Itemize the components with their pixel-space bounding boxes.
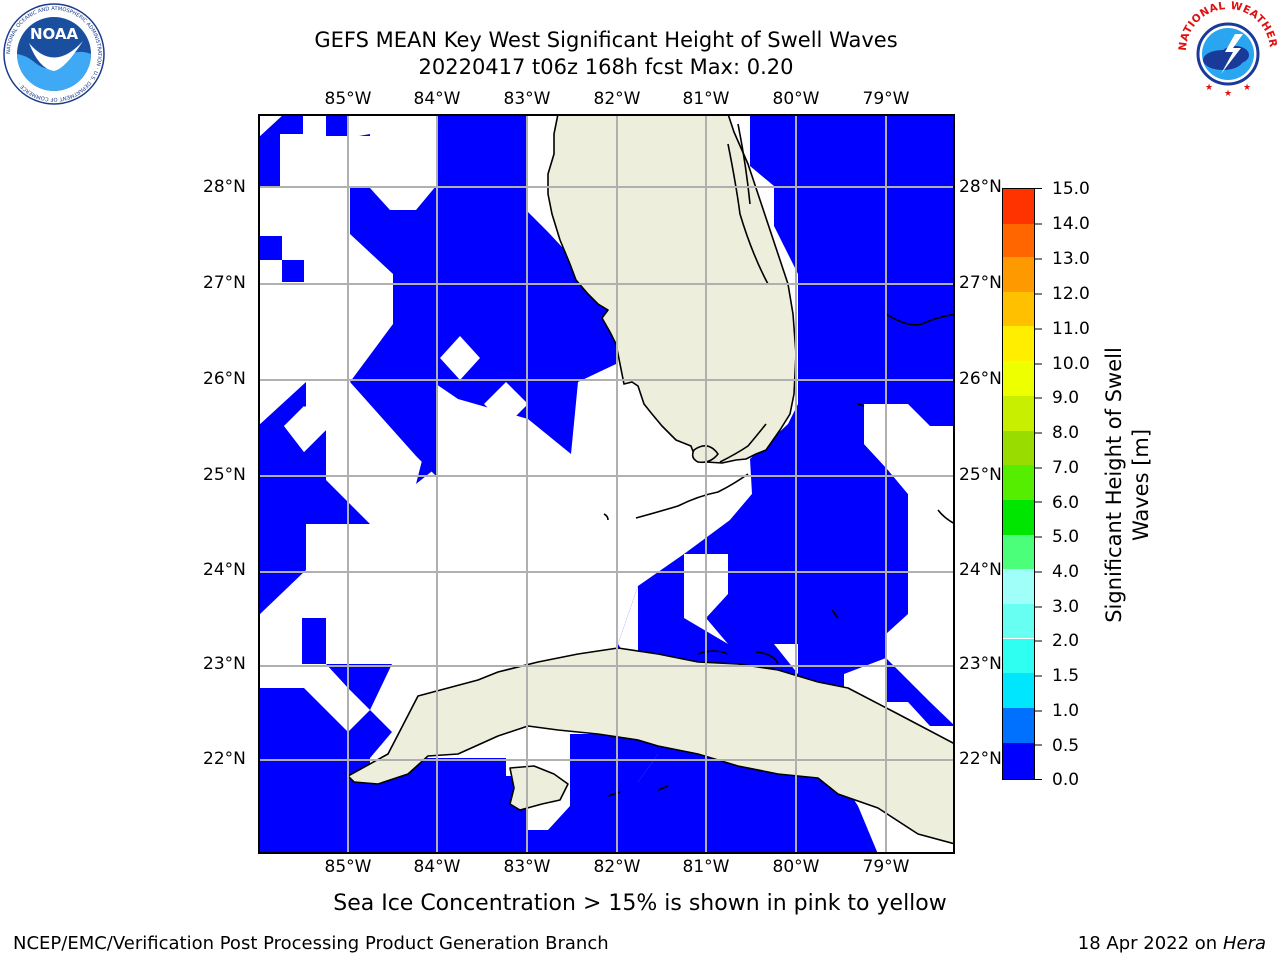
map-gridlines [258,114,955,854]
lon-label-top: 79°W [862,89,910,109]
colorbar-tick-label: 0.5 [1052,736,1080,756]
lon-label-bottom: 82°W [593,857,641,877]
lon-label-top: 81°W [682,89,730,109]
svg-text:NOAA: NOAA [30,25,79,43]
colorbar-swatch [1003,499,1034,535]
lat-label-right: 23°N [959,654,1002,674]
colorbar-swatch [1003,222,1034,258]
colorbar-title-line1: Significant Height of Swell [1102,347,1126,623]
map-panel [258,113,956,854]
colorbar-swatch [1003,291,1034,327]
colorbar [1002,188,1035,780]
colorbar-tick-label: 15.0 [1052,179,1090,199]
lon-label-top: 80°W [772,89,820,109]
colorbar-swatch [1003,189,1034,224]
lon-label-bottom: 80°W [772,857,820,877]
lat-label-right: 22°N [959,749,1002,769]
colorbar-swatch [1003,742,1034,779]
colorbar-swatch [1003,326,1034,362]
lat-label-left: 23°N [203,654,246,674]
map-title: GEFS MEAN Key West Significant Height of… [314,28,898,52]
lat-label-left: 24°N [203,560,246,580]
lon-label-top: 84°W [413,89,461,109]
lat-label-right: 28°N [959,177,1002,197]
land-masses [347,113,956,845]
colorbar-swatch [1003,708,1034,743]
svg-text:★: ★ [1243,83,1251,93]
lat-label-right: 26°N [959,369,1002,389]
footer-host: Hera [1222,933,1266,954]
colorbar-tick-label: 6.0 [1052,493,1080,513]
lon-label-bottom: 81°W [682,857,730,877]
colorbar-tick-label: 3.0 [1052,597,1080,617]
colorbar-tick-label: 8.0 [1052,423,1080,443]
lon-label-top: 83°W [503,89,551,109]
colorbar-tick-label: 12.0 [1052,284,1090,304]
colorbar-tick-label: 9.0 [1052,388,1080,408]
colorbar-swatch [1003,396,1034,431]
colorbar-swatch [1003,638,1034,674]
colorbar-swatch [1003,361,1034,396]
swell-field [258,114,955,854]
sea-ice-note: Sea Ice Concentration > 15% is shown in … [333,891,947,916]
colorbar-tick-label: 4.0 [1052,562,1080,582]
colorbar-swatch [1003,534,1034,570]
lat-label-left: 22°N [203,749,246,769]
colorbar-swatch [1003,256,1034,292]
lon-label-top: 82°W [593,89,641,109]
colorbar-tick-label: 13.0 [1052,249,1090,269]
colorbar-tick-label: 14.0 [1052,214,1090,234]
footer-organization: NCEP/EMC/Verification Post Processing Pr… [13,933,609,954]
footer-date: 18 Apr 2022 on [1077,933,1223,954]
colorbar-swatch [1003,673,1034,709]
colorbar-tick-label: 1.0 [1052,701,1080,721]
lat-label-right: 25°N [959,465,1002,485]
colorbar-tick-label: 10.0 [1052,354,1090,374]
map-subtitle-forecast: 20220417 t06z 168h fcst Max: 0.20 [418,55,794,79]
colorbar-tick-label: 1.5 [1052,666,1080,686]
colorbar-swatch [1003,465,1034,500]
lat-label-left: 28°N [203,177,246,197]
lat-label-left: 25°N [203,465,246,485]
svg-text:★: ★ [1205,83,1213,93]
lon-label-bottom: 83°W [503,857,551,877]
colorbar-tick-label: 0.0 [1052,770,1080,790]
lat-label-right: 24°N [959,560,1002,580]
svg-text:★: ★ [1224,89,1232,99]
colorbar-tick-label: 2.0 [1052,631,1080,651]
colorbar-title-line2: Waves [m] [1129,428,1153,542]
colorbar-tick-label: 5.0 [1052,527,1080,547]
colorbar-swatch [1003,568,1034,604]
noaa-logo: NATIONAL OCEANIC AND ATMOSPHERIC ADMINIS… [3,3,105,105]
colorbar-ticks [1035,188,1043,780]
colorbar-swatch [1003,603,1034,639]
lon-label-bottom: 79°W [862,857,910,877]
lat-label-left: 27°N [203,273,246,293]
nws-logo: NATIONAL WEATHER SERVICE ★ ★ ★ [1173,0,1279,102]
lon-label-bottom: 84°W [413,857,461,877]
footer-run-info: 18 Apr 2022 on Hera [1078,933,1266,954]
lon-label-bottom: 85°W [324,857,372,877]
colorbar-tick-label: 11.0 [1052,319,1090,339]
colorbar-tick-label: 7.0 [1052,458,1080,478]
lat-label-right: 27°N [959,273,1002,293]
lat-label-left: 26°N [203,369,246,389]
colorbar-swatch [1003,430,1034,465]
lon-label-top: 85°W [324,89,372,109]
